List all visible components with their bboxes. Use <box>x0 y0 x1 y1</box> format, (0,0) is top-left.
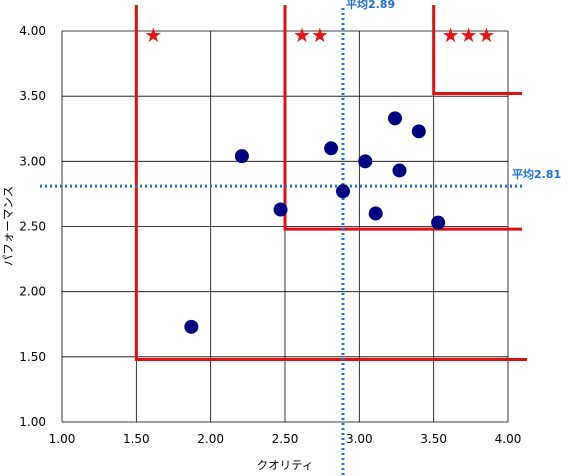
data-points <box>184 111 446 334</box>
data-point <box>324 141 339 156</box>
data-point <box>234 149 249 164</box>
data-point <box>368 206 383 221</box>
average-label-y: 平均2.81 <box>512 167 561 181</box>
tier-boundary <box>432 5 522 96</box>
average-lines: 平均2.89 平均2.81 <box>40 0 561 476</box>
tier-stars: ★★★ <box>442 23 496 47</box>
tier-boundary <box>134 5 527 361</box>
data-point <box>431 215 446 230</box>
y-tick-label: 3.50 <box>19 89 46 103</box>
x-tick-label: 4.00 <box>495 432 522 446</box>
y-tick-label: 3.00 <box>19 154 46 168</box>
x-tick-label: 2.00 <box>197 432 224 446</box>
average-label-x: 平均2.89 <box>346 0 395 11</box>
y-tick-label: 2.00 <box>19 285 46 299</box>
y-tick-label: 2.50 <box>19 220 46 234</box>
data-point <box>273 202 288 217</box>
y-tick-label: 1.50 <box>19 350 46 364</box>
tier-stars: ★★ <box>293 23 329 47</box>
y-tick-labels: 1.00 1.50 2.00 2.50 3.00 3.50 4.00 <box>19 24 46 429</box>
x-tick-label: 2.50 <box>272 432 299 446</box>
tier-boundary <box>283 5 522 231</box>
x-tick-label: 3.00 <box>346 432 373 446</box>
data-point <box>358 154 373 169</box>
data-point <box>411 124 426 139</box>
x-tick-label: 1.50 <box>123 432 150 446</box>
y-tick-label: 1.00 <box>19 415 46 429</box>
data-point <box>335 184 350 199</box>
x-tick-label: 3.50 <box>420 432 447 446</box>
data-point <box>392 163 407 178</box>
x-tick-labels: 1.00 1.50 2.00 2.50 3.00 3.50 4.00 <box>49 432 522 446</box>
y-axis-title: パフォーマンス <box>1 186 15 266</box>
tier-boundaries: ★ ★★ ★★★ <box>134 5 527 361</box>
y-tick-label: 4.00 <box>19 24 46 38</box>
x-tick-label: 1.00 <box>49 432 76 446</box>
x-axis-title: クオリティ <box>257 458 314 472</box>
tier-stars: ★ <box>144 23 162 47</box>
data-point <box>388 111 403 126</box>
data-point <box>184 319 199 334</box>
